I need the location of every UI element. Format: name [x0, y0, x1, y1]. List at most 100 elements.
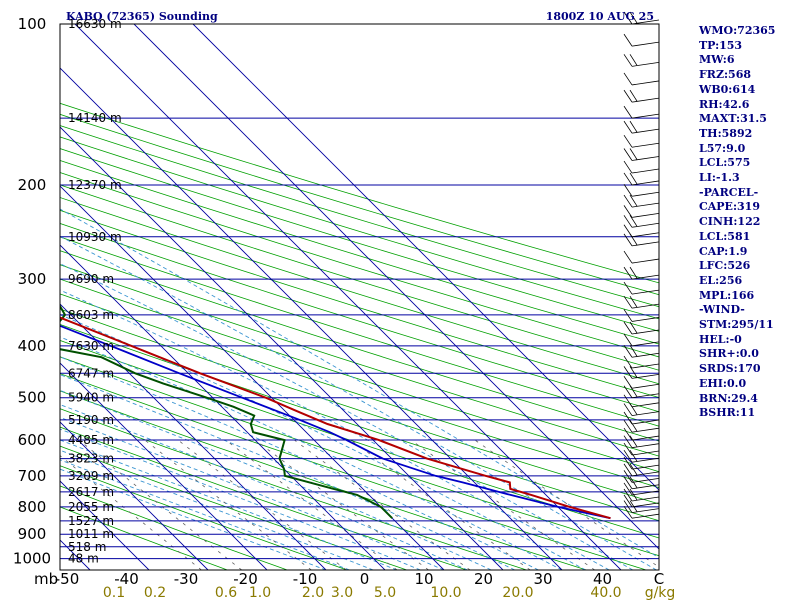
wind-barb [623, 456, 660, 470]
dry-adiabat-line [60, 373, 647, 570]
dry-adiabats [60, 102, 659, 570]
index-line: TP:153 [699, 38, 743, 52]
wind-barb [623, 250, 660, 264]
index-line: WMO:72365 [699, 24, 776, 37]
sounding-time: 1800Z 10 AUG 25 [546, 10, 654, 23]
dry-adiabat-line [60, 197, 659, 385]
dry-adiabat-line [60, 136, 659, 320]
wind-barb [623, 205, 660, 218]
index-line: STM:295/11 [699, 318, 774, 332]
index-line: WB0:614 [699, 82, 756, 96]
pressure-tick-label: 900 [18, 525, 47, 543]
height-label: 5190 m [68, 413, 114, 427]
index-line: SRDS:170 [699, 362, 761, 376]
dry-adiabat-line [60, 160, 659, 345]
isotherm-line [60, 303, 327, 570]
index-line: EHI:0.0 [699, 376, 747, 390]
wind-barb [623, 72, 660, 86]
index-line: -PARCEL- [699, 185, 759, 199]
wind-barb [623, 134, 660, 148]
wind-barb [623, 105, 660, 119]
pressure-tick-label: 100 [18, 15, 47, 33]
pressure-unit-label: mb [34, 570, 58, 588]
dry-adiabat-line [60, 408, 527, 570]
wind-barb [623, 309, 660, 322]
height-label: 7630 m [68, 339, 114, 353]
dry-adiabat-line [60, 209, 659, 399]
mixing-ratio-label: 40.0 [590, 585, 621, 600]
moist-adiabat-line [60, 468, 327, 570]
index-line: MAXT:31.5 [699, 112, 767, 126]
wind-barb [623, 194, 660, 208]
moist-adiabat-line [60, 235, 657, 570]
wind-barb [623, 476, 660, 490]
wind-barb [623, 184, 660, 197]
index-line: BSHR:11 [699, 406, 756, 420]
index-line: CAPE:319 [699, 200, 760, 214]
dry-adiabat-line [60, 250, 659, 442]
dry-adiabat-line [60, 339, 659, 539]
pressure-tick-label: 500 [18, 389, 47, 407]
height-label: 10930 m [68, 230, 122, 244]
height-label: 4485 m [68, 433, 114, 447]
mixing-ratio-line [474, 439, 659, 568]
isotherm-line [60, 67, 563, 570]
wind-barb [623, 345, 660, 358]
dry-adiabat-line [60, 172, 659, 358]
isotherm-line [74, 24, 622, 570]
height-label: 1527 m [68, 514, 114, 528]
dry-adiabat-line [60, 113, 659, 296]
dry-adiabat-line [60, 148, 659, 332]
parcel-trace [60, 324, 611, 520]
moist-adiabat-line [60, 428, 421, 570]
wind-barb [623, 355, 660, 369]
wind-barb [623, 281, 660, 295]
mixing-ratio-label: 0.1 [103, 585, 125, 600]
wind-barb [623, 224, 660, 238]
moist-adiabat-line [60, 289, 610, 570]
wind-barb [623, 366, 660, 379]
wind-barb [623, 427, 660, 441]
wind-barb [623, 33, 660, 47]
dry-adiabat-line [60, 324, 659, 522]
temperature-tick-label: 20 [474, 570, 493, 588]
mixing-ratio-unit: g/kg [645, 585, 676, 600]
parcel-line [60, 324, 611, 520]
dry-adiabat-line [60, 293, 659, 489]
wind-barb [623, 172, 660, 186]
index-line: TH:5892 [699, 126, 753, 140]
index-line: CAP:1.9 [699, 244, 748, 258]
wind-barb [623, 11, 660, 25]
height-label: 2617 m [68, 485, 114, 499]
pressure-tick-label: 1000 [13, 550, 51, 568]
wind-barb [623, 54, 660, 67]
isotherm-line [60, 421, 209, 570]
isotherm-line [60, 126, 504, 570]
wind-barb [623, 449, 660, 463]
mixing-ratio-line [410, 439, 595, 570]
moist-adiabat-line [60, 263, 634, 570]
moist-adiabat-line [60, 449, 374, 570]
height-label: 3209 m [68, 469, 114, 483]
moist-adiabat-line [60, 336, 563, 570]
pressure-tick-label: 300 [18, 270, 47, 288]
index-line: L57:9.0 [699, 141, 746, 155]
temperature-unit-label: C [654, 570, 664, 588]
temperature-tick-label: 10 [414, 570, 433, 588]
index-line: MPL:166 [699, 288, 755, 302]
wind-barb [623, 403, 660, 416]
height-label: 48 m [68, 552, 99, 566]
temperature-trace [60, 316, 611, 520]
index-line: CINH:122 [699, 215, 761, 229]
index-line: LCL:575 [699, 156, 751, 170]
wind-barb [623, 435, 660, 449]
mixing-ratio-line [294, 439, 471, 570]
mixing-ratio-label: 10.0 [430, 585, 461, 600]
pressure-tick-label: 800 [18, 498, 47, 516]
pressure-tick-label: 400 [18, 337, 47, 355]
wind-barb [623, 120, 660, 134]
temperature-line [60, 316, 611, 520]
moist-adiabat-line [60, 404, 468, 570]
